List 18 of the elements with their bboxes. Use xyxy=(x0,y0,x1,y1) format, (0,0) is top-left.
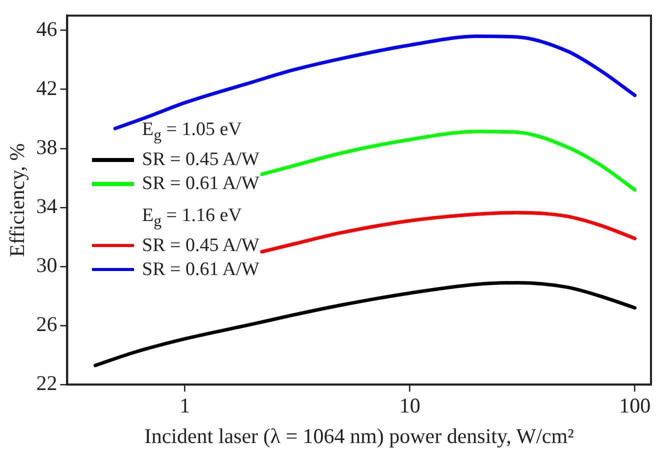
x-tick-label: 1 xyxy=(180,394,190,418)
annotation: E$_{g}$ = 1.16 eV xyxy=(141,204,243,232)
legend-label: SR = 0.45 A/W xyxy=(142,148,260,172)
y-axis-title: Efficiency, % xyxy=(5,143,30,257)
y-tick-label: 46 xyxy=(36,16,58,41)
y-tick-label: 42 xyxy=(36,76,58,100)
y-tick-label: 22 xyxy=(36,371,58,396)
annotation: E$_{g}$ = 1.05 eV xyxy=(141,118,243,146)
legend-label: SR = 0.61 A/W xyxy=(142,258,260,282)
x-tick-label: 100 xyxy=(619,394,651,418)
legend-label: SR = 0.61 A/W xyxy=(142,172,260,196)
y-tick-label: 26 xyxy=(36,312,58,336)
legend-label: SR = 0.45 A/W xyxy=(142,234,260,258)
y-tick-label: 30 xyxy=(36,253,58,278)
x-axis-title: Incident laser (λ = 1064 nm) power density, W/cm² xyxy=(144,424,574,448)
y-tick-label: 34 xyxy=(36,194,58,218)
y-tick-label: 38 xyxy=(36,134,58,159)
x-tick-label: 10 xyxy=(399,394,420,418)
